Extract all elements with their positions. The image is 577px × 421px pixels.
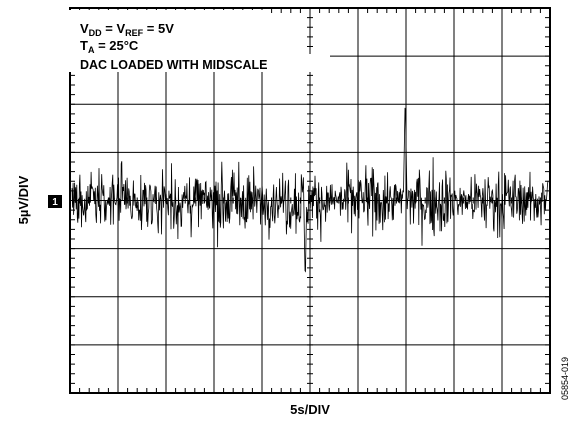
noise-trace — [71, 107, 549, 273]
x-axis-label: 5s/DIV — [290, 402, 330, 417]
y-axis-label: 5µV/DIV — [16, 175, 31, 224]
annotation-background — [66, 54, 330, 72]
supply-condition-label: VDD = VREF = 5V — [80, 21, 174, 38]
channel-marker-label: 1 — [52, 197, 58, 208]
annotation-label: DAC LOADED WITH MIDSCALE — [80, 58, 268, 72]
noise-trace-line — [71, 107, 549, 273]
plot-frame — [69, 7, 551, 394]
conditions-background — [66, 10, 266, 54]
figure-id-label: 05854-019 — [560, 357, 570, 400]
channel-marker-box — [48, 195, 62, 208]
temperature-condition-label: TA = 25°C — [80, 38, 139, 55]
